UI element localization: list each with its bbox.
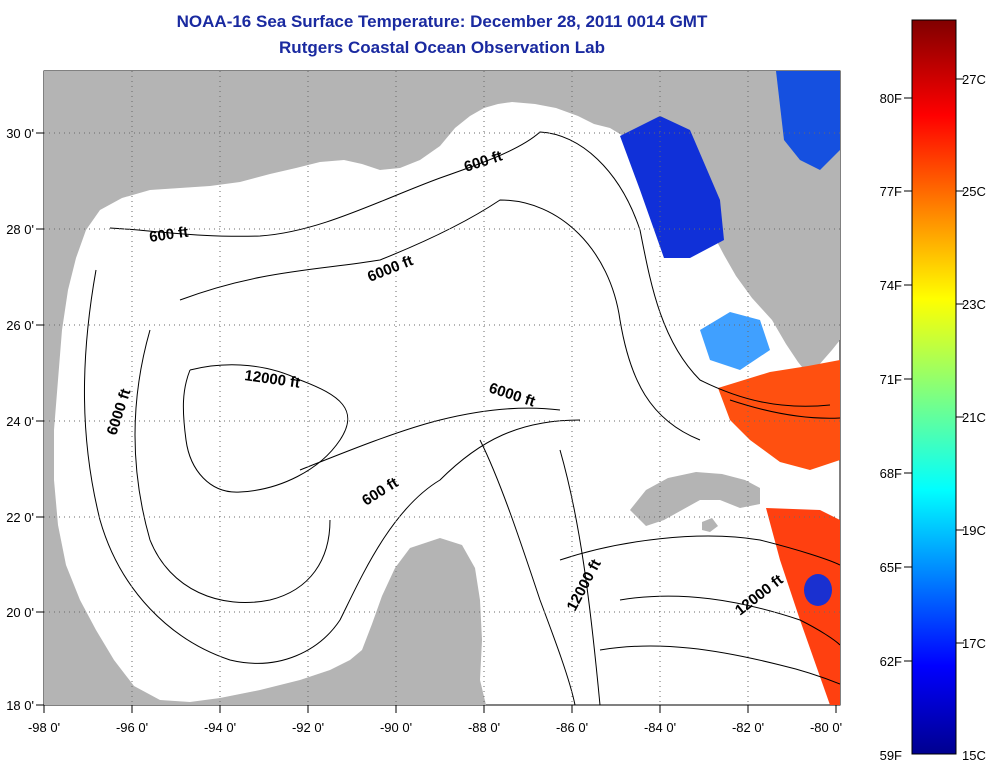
colorbar-f-label: 62F [880, 654, 902, 669]
colorbar-c-label: 27C [962, 72, 986, 87]
colorbar-c-label: 25C [962, 184, 986, 199]
map-subtitle: Rutgers Coastal Ocean Observation Lab [279, 38, 605, 57]
lat-tick-label: 24 0' [6, 414, 34, 429]
lat-tick-label: 22 0' [6, 510, 34, 525]
lat-tick-label: 20 0' [6, 605, 34, 620]
lon-tick-label: -82 0' [732, 720, 764, 735]
sst-swath-straits [718, 360, 840, 470]
colorbar-c-label: 19C [962, 523, 986, 538]
colorbar-f-label: 68F [880, 466, 902, 481]
lat-tick-label: 26 0' [6, 318, 34, 333]
axis-ticks [36, 132, 837, 713]
colorbar-c-label: 23C [962, 297, 986, 312]
lon-tick-label: -92 0' [292, 720, 324, 735]
colorbar-c-label: 21C [962, 410, 986, 425]
land-cuba [630, 472, 760, 526]
lon-tick-label: -90 0' [380, 720, 412, 735]
lat-tick-label: 30 0' [6, 126, 34, 141]
lon-tick-label: -88 0' [468, 720, 500, 735]
sst-swath-north [620, 116, 724, 258]
map-title: NOAA-16 Sea Surface Temperature: Decembe… [176, 12, 708, 31]
colorbar-c-label: 15C [962, 748, 986, 763]
colorbar-f-label: 65F [880, 560, 902, 575]
lon-tick-label: -84 0' [644, 720, 676, 735]
graticule [44, 71, 840, 705]
sst-swath-florida-keys [700, 312, 770, 370]
lon-tick-label: -94 0' [204, 720, 236, 735]
lat-tick-label: 18 0' [6, 698, 34, 713]
lon-tick-label: -80 0' [810, 720, 842, 735]
contour-label-600-west: 600 ft [148, 224, 189, 246]
colorbar-f-label: 77F [880, 184, 902, 199]
bathymetry-contours [84, 131, 840, 705]
sst-cold-patch [804, 574, 832, 606]
colorbar-c-label: 17C [962, 636, 986, 651]
lat-tick-label: 28 0' [6, 222, 34, 237]
land-isla-juventud [702, 518, 718, 532]
colorbar-f-label: 59F [880, 748, 902, 763]
colorbar-f-label: 74F [880, 278, 902, 293]
lon-tick-label: -86 0' [556, 720, 588, 735]
colorbar-f-label: 71F [880, 372, 902, 387]
land-north-america [44, 71, 840, 705]
colorbar-f-label: 80F [880, 91, 902, 106]
lon-tick-label: -98 0' [28, 720, 60, 735]
sst-swath-east [776, 71, 840, 170]
colorbar [911, 19, 957, 755]
lon-tick-label: -96 0' [116, 720, 148, 735]
